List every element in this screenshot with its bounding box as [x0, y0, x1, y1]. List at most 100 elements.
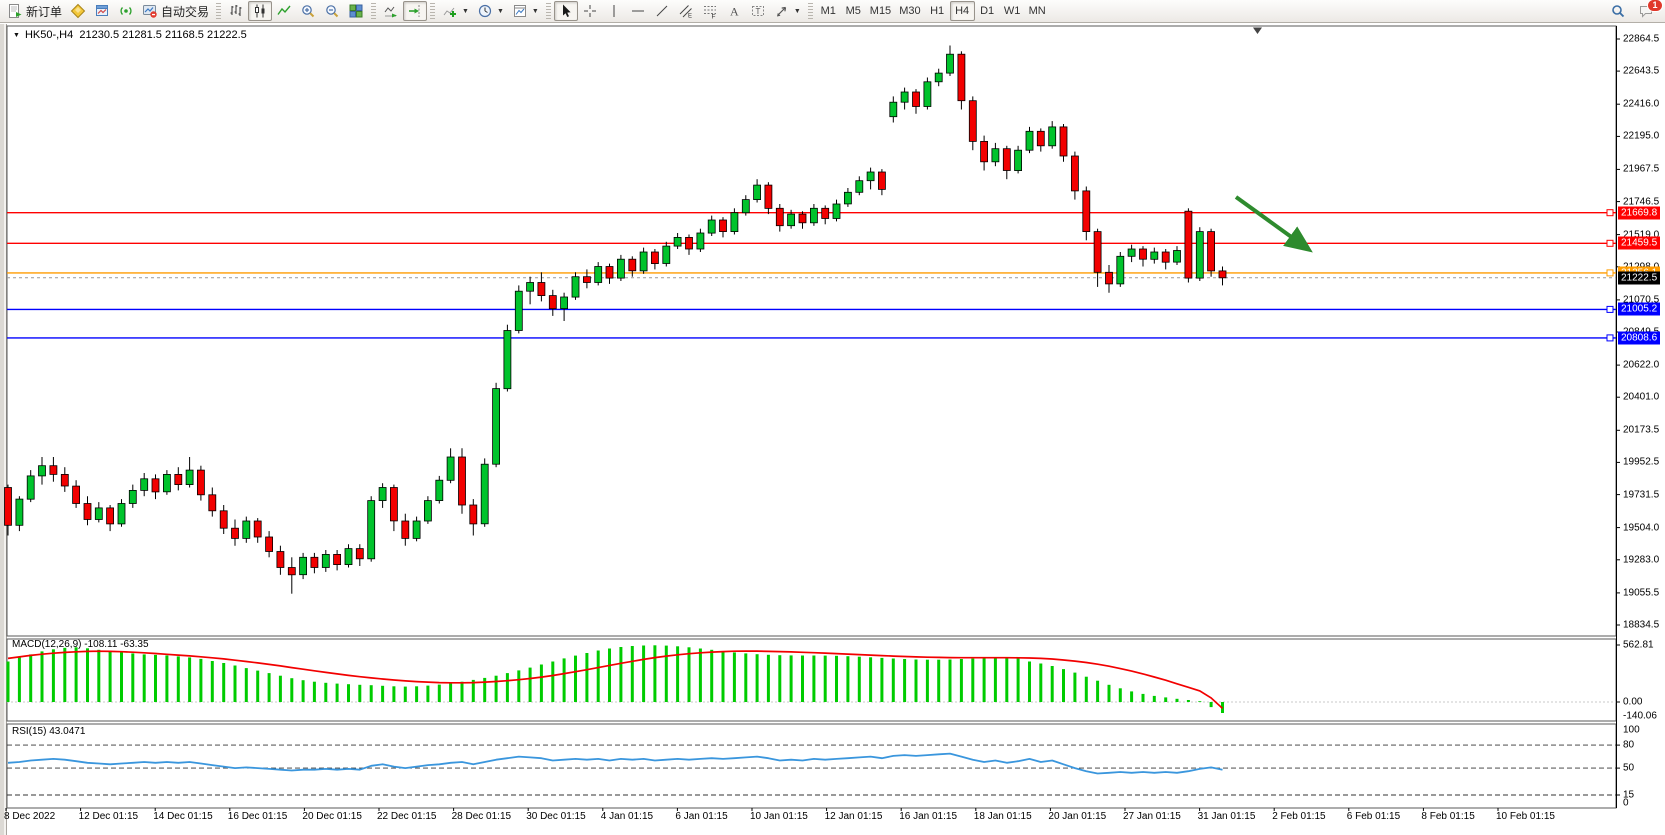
current-price-badge: 21222.5: [1618, 271, 1661, 285]
time-tick-label: 30 Dec 01:15: [526, 811, 586, 822]
tile-windows-button[interactable]: [344, 1, 368, 21]
toolbar-grip: [216, 3, 222, 19]
time-tick-label: 6 Jan 01:15: [675, 811, 728, 822]
price-line-badge: 21669.8: [1618, 206, 1661, 220]
text-label-button[interactable]: T: [746, 1, 770, 21]
rsi-scale-label: 100: [1623, 724, 1640, 736]
arrows-button[interactable]: ▼: [770, 1, 805, 21]
timeframe-m5-button[interactable]: M5: [845, 5, 861, 17]
timeframe-mn-button[interactable]: MN: [1028, 5, 1046, 17]
templates-button[interactable]: ▼: [508, 1, 543, 21]
price-tick-label: 21519.0: [1623, 229, 1660, 241]
signals-button[interactable]: [114, 1, 138, 21]
new-order-button[interactable]: 新订单: [3, 1, 66, 21]
timeframe-m1-button[interactable]: M1: [820, 5, 836, 17]
market-watch-icon: [94, 3, 110, 19]
zoom-in-button[interactable]: [296, 1, 320, 21]
rsi-scale-label: 15: [1623, 789, 1635, 801]
toolbar-grip: [807, 3, 813, 19]
price-tick-label: 21967.5: [1623, 163, 1660, 175]
horizontal-line-objects[interactable]: [7, 209, 1616, 342]
price-line-badge: 21459.5: [1618, 236, 1661, 250]
equidistant-channel-button[interactable]: E: [674, 1, 698, 21]
time-tick-label: 10 Feb 01:15: [1496, 811, 1555, 822]
fibonacci-button[interactable]: F: [698, 1, 722, 21]
new-order-label: 新订单: [26, 4, 63, 19]
time-tick-label: 20 Dec 01:15: [302, 811, 362, 822]
price-tick-label: 19504.0: [1623, 522, 1660, 534]
hline-icon: [630, 3, 646, 19]
candle-chart-icon: [252, 3, 268, 19]
channel-icon: E: [678, 3, 694, 19]
auto-scroll-button[interactable]: [379, 1, 403, 21]
price-tick-label: 20622.0: [1623, 359, 1660, 371]
candlestick-mode-button[interactable]: [248, 1, 273, 21]
svg-text:E: E: [688, 14, 692, 20]
trend-arrow-annotation[interactable]: [1234, 195, 1313, 253]
periods-icon: [477, 3, 493, 19]
chart-shift-button[interactable]: [403, 1, 428, 21]
price-tick-label: 19952.5: [1623, 456, 1660, 468]
price-tick-label: 19055.5: [1623, 587, 1660, 599]
bar-chart-mode-button[interactable]: [224, 1, 248, 21]
horizontal-line-button[interactable]: [626, 1, 650, 21]
cursor-button[interactable]: [553, 1, 578, 21]
chevron-down-icon: ▼: [462, 7, 469, 15]
price-tick-label: 20173.5: [1623, 424, 1660, 436]
line-chart-icon: [276, 3, 292, 19]
text-icon: A: [726, 3, 742, 19]
zoom-out-button[interactable]: [320, 1, 344, 21]
time-tick-label: 6 Feb 01:15: [1346, 811, 1401, 822]
time-tick-label: 8 Dec 2022: [4, 811, 56, 822]
autotrading-button[interactable]: 自动交易: [138, 1, 213, 21]
zoom-out-icon: [324, 3, 340, 19]
timeframe-h1-button[interactable]: H1: [930, 5, 945, 17]
time-tick-label: 14 Dec 01:15: [153, 811, 213, 822]
one-click-trading-toggle[interactable]: ▼: [13, 32, 20, 39]
chart-shift-marker[interactable]: [1253, 27, 1262, 35]
trend-line-button[interactable]: [650, 1, 674, 21]
time-tick-label: 12 Dec 01:15: [78, 811, 139, 822]
time-tick-label: 31 Jan 01:15: [1197, 811, 1256, 822]
timeframe-h4-button[interactable]: H4: [949, 1, 975, 21]
macd-indicator-label: MACD(12,26,9) -108.11 -63.35: [12, 639, 149, 650]
time-tick-label: 8 Feb 01:15: [1421, 811, 1475, 822]
macd-scale-label: 562.81: [1623, 639, 1654, 651]
chart-shift-icon: [407, 3, 423, 19]
vertical-line-button[interactable]: [602, 1, 626, 21]
time-tick-label: 27 Jan 01:15: [1123, 811, 1181, 822]
signals-icon: [118, 3, 134, 19]
text-button[interactable]: A: [722, 1, 746, 21]
toolbar-grip: [545, 3, 551, 19]
time-tick-label: 22 Dec 01:15: [377, 811, 437, 822]
toolbar-grip: [371, 3, 377, 19]
price-tick-label: 22416.0: [1623, 98, 1660, 110]
timeframe-m15-button[interactable]: M15: [869, 5, 892, 17]
auto-scroll-icon: [383, 3, 399, 19]
line-chart-mode-button[interactable]: [272, 1, 296, 21]
macd-scale-label: 0.00: [1623, 696, 1643, 708]
chart-profile-button[interactable]: [66, 1, 90, 21]
price-tick-label: 22864.5: [1623, 33, 1660, 45]
candlestick-series: [4, 45, 1227, 594]
time-tick-label: 16 Dec 01:15: [227, 811, 288, 822]
price-line-badge: 20808.6: [1618, 331, 1661, 345]
timeframe-m30-button[interactable]: M30: [899, 5, 921, 17]
timeframe-d1-button[interactable]: D1: [980, 5, 995, 17]
crosshair-icon: [582, 3, 598, 19]
notifications-button[interactable]: 1: [1634, 0, 1663, 21]
svg-text:T: T: [755, 7, 760, 16]
search-button[interactable]: [1606, 1, 1630, 21]
indicators-button[interactable]: ▼: [438, 1, 473, 21]
periods-button[interactable]: ▼: [473, 1, 508, 21]
timeframe-w1-button[interactable]: W1: [1003, 5, 1021, 17]
time-tick-label: 20 Jan 01:15: [1048, 811, 1107, 822]
price-tick-label: 18834.5: [1623, 619, 1660, 631]
arrows-icon: [774, 3, 790, 19]
price-tick-label: 22195.0: [1623, 130, 1660, 142]
market-watch-button[interactable]: [90, 1, 114, 21]
trendline-icon: [654, 3, 670, 19]
crosshair-button[interactable]: [578, 1, 602, 21]
chevron-down-icon: ▼: [793, 7, 801, 15]
